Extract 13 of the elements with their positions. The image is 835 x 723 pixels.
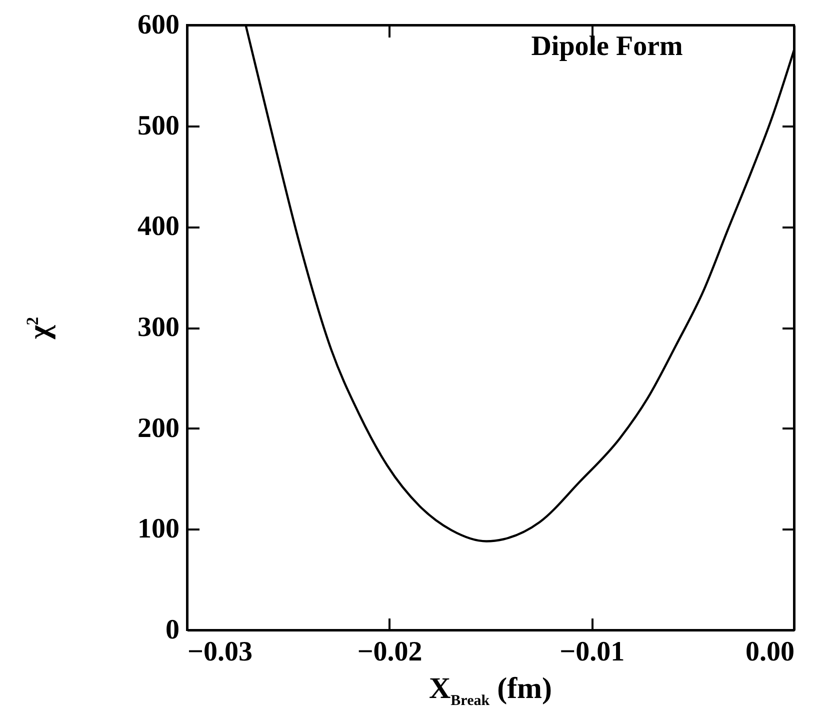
y-tick-label: 400 bbox=[138, 211, 180, 242]
x-axis-title: X$_{Break}$ (fm) bbox=[429, 672, 552, 710]
y-tick-label: 500 bbox=[138, 110, 180, 142]
y-tick-label: 300 bbox=[138, 312, 180, 343]
y-tick-label: 0 bbox=[166, 614, 180, 646]
y-tick-label: 600 bbox=[138, 10, 180, 40]
y-tick-label: 100 bbox=[138, 514, 180, 545]
x-tick-label: −0.02 bbox=[357, 636, 422, 668]
x-tick-label: −0.03 bbox=[188, 636, 252, 668]
x-tick-label: 0.00 bbox=[746, 636, 794, 668]
chart-title: Dipole Form bbox=[531, 31, 683, 62]
y-tick-label: 200 bbox=[138, 412, 180, 444]
x-tick-label: −0.01 bbox=[560, 636, 625, 668]
